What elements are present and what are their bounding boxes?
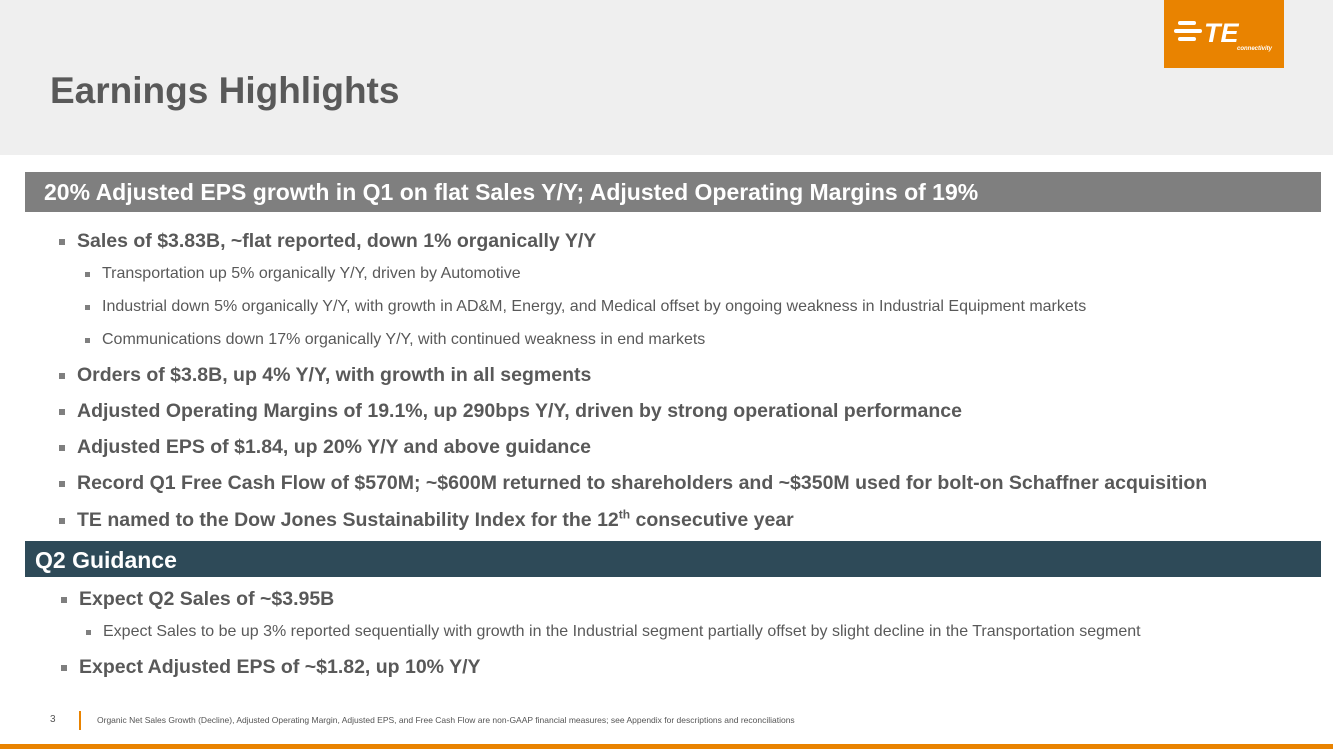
djsi-text: TE named to the Dow Jones Sustainability… [77,509,619,531]
te-connectivity-logo: TE connectivity [1164,0,1284,68]
orders-bullet: Orders of $3.8B, up 4% Y/Y, with growth … [58,364,592,386]
djsi-bullet: TE named to the Dow Jones Sustainability… [59,507,794,532]
djsi-text-end: consecutive year [630,509,794,531]
header-band [0,0,1333,155]
highlights-banner: 20% Adjusted EPS growth in Q1 on flat Sa… [25,172,1321,212]
logo-wordmark: TE [1204,18,1239,48]
sales-bullet: Sales of $3.83B, ~flat reported, down 1%… [58,230,597,252]
margins-bullet: Adjusted Operating Margins of 19.1%, up … [59,400,962,422]
footer-divider [79,711,81,730]
bottom-accent-bar [0,744,1333,749]
transportation-bullet: Transportation up 5% organically Y/Y, dr… [85,265,521,282]
eps-bullet: Adjusted EPS of $1.84, up 20% Y/Y and ab… [58,436,592,458]
industrial-bullet: Industrial down 5% organically Y/Y, with… [84,298,1087,315]
djsi-superscript: th [618,507,631,522]
cash-flow-bullet: Record Q1 Free Cash Flow of $570M; ~$600… [58,472,1208,494]
te-logo-icon: TE [1174,18,1239,48]
guidance-eps-bullet: Expect Adjusted EPS of ~$1.82, up 10% Y/… [61,656,481,678]
guidance-sales-bullet: Expect Q2 Sales of ~$3.95B [60,588,335,610]
communications-bullet: Communications down 17% organically Y/Y,… [84,331,706,348]
guidance-sales-detail-bullet: Expect Sales to be up 3% reported sequen… [86,623,1141,640]
footnote: Organic Net Sales Growth (Decline), Adju… [97,715,795,725]
logo-subtext: connectivity [1236,46,1272,52]
page-title: Earnings Highlights [50,70,400,111]
page-number: 3 [50,714,56,725]
guidance-banner: Q2 Guidance [25,541,1321,577]
